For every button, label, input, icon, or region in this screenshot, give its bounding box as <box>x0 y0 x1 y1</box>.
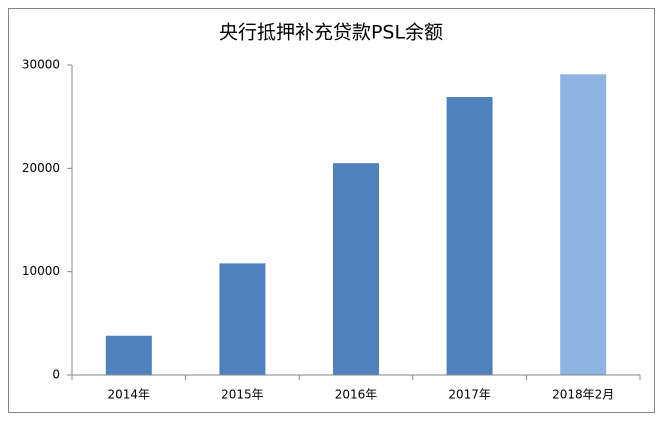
x-tick-label: 2016年 <box>335 388 378 402</box>
bar <box>219 263 266 375</box>
bar <box>560 74 607 376</box>
x-tick-label: 2015年 <box>221 388 264 402</box>
y-tick-label: 20000 <box>22 161 60 175</box>
x-tick-label: 2018年2月 <box>552 388 614 402</box>
chart-title: 央行抵押补充贷款PSL余额 <box>219 22 443 44</box>
x-tick-label: 2017年 <box>448 388 491 402</box>
y-tick-label: 30000 <box>22 58 60 72</box>
y-tick-label: 0 <box>52 368 60 382</box>
bar <box>333 163 379 375</box>
bar <box>446 97 493 376</box>
y-tick-label: 10000 <box>22 264 60 278</box>
chart-frame <box>8 8 655 413</box>
x-tick-label: 2014年 <box>108 388 151 402</box>
bar <box>105 335 152 375</box>
